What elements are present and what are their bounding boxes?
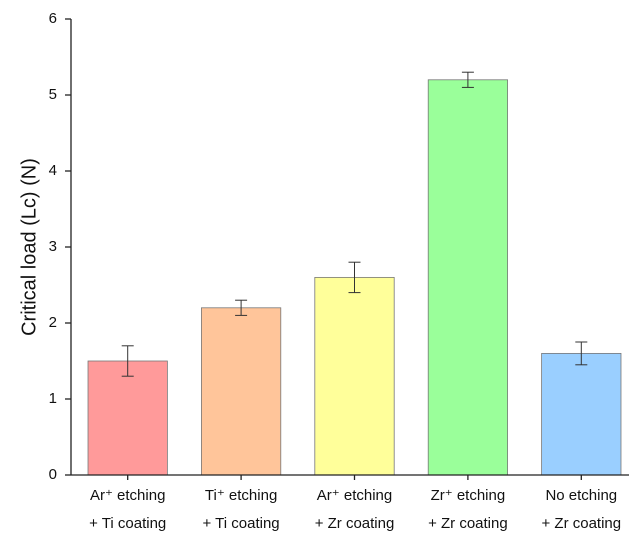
y-tick-label: 0 (49, 466, 57, 483)
x-tick-label: + Ti coating (203, 515, 280, 532)
x-tick-label: + Ti coating (89, 515, 166, 532)
y-tick-label: 4 (49, 162, 57, 179)
x-tick-label: Ti⁺ etching (205, 487, 277, 504)
y-tick-label: 1 (49, 390, 57, 407)
x-tick-label: Ar⁺ etching (90, 487, 165, 504)
x-tick-label: + Zr coating (541, 515, 621, 532)
y-tick-label: 2 (49, 314, 57, 331)
bar (87, 360, 168, 476)
x-tick-label: Zr⁺ etching (431, 487, 506, 504)
x-tick-label: No etching (545, 487, 617, 504)
bar (314, 276, 395, 476)
bar (201, 307, 282, 476)
x-tick-label: + Zr coating (428, 515, 508, 532)
bar (427, 79, 508, 476)
y-tick-label: 3 (49, 238, 57, 255)
y-tick-label: 6 (49, 10, 57, 27)
bar (541, 352, 622, 476)
x-tick-label: Ar⁺ etching (317, 487, 392, 504)
y-axis-title: Critical load (Lc) (N) (18, 158, 40, 336)
y-tick-label: 5 (49, 86, 57, 103)
x-tick-label: + Zr coating (315, 515, 395, 532)
